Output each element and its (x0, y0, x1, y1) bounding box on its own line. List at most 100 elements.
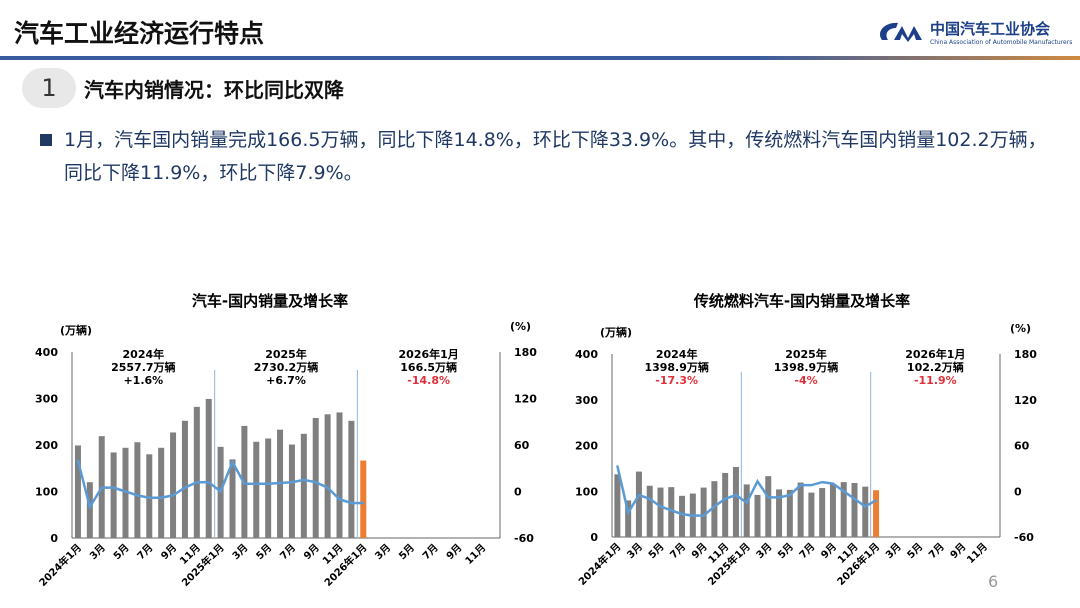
sales-bar (193, 406, 200, 538)
growth-point (136, 494, 139, 497)
x-tick: 3月 (230, 542, 250, 562)
annotation-volume: 1398.9万辆 (644, 360, 708, 374)
growth-point (702, 514, 705, 517)
annotation-growth: -11.9% (914, 374, 957, 387)
growth-point (713, 505, 716, 508)
growth-point (734, 494, 737, 497)
y-tick-right: 120 (514, 393, 537, 406)
page-title: 汽车工业经济运行特点 (14, 19, 265, 48)
x-tick: 7月 (278, 542, 298, 562)
sales-bar (312, 418, 319, 538)
growth-point (778, 496, 781, 499)
sales-bar (776, 489, 783, 537)
sales-bar (657, 487, 664, 537)
growth-point (290, 481, 293, 484)
x-tick: 3月 (625, 541, 645, 561)
growth-point (302, 478, 305, 481)
y-tick-left: 400 (35, 346, 58, 359)
sales-bar (743, 484, 750, 537)
sales-bar (862, 486, 869, 537)
growth-point (76, 459, 79, 462)
annotation-growth: -17.3% (655, 374, 698, 387)
annotation-growth: -14.8% (407, 374, 450, 387)
x-tick: 2024年1月 (576, 540, 624, 588)
annotation-growth: +1.6% (123, 374, 163, 387)
logo-name: 中国汽车工业协会 (930, 20, 1051, 38)
sales-bar (786, 489, 793, 537)
x-tick: 7月 (668, 541, 688, 561)
logo-name-en: China Association of Automobile Manufact… (930, 39, 1073, 46)
x-tick: 3月 (87, 542, 107, 562)
x-tick: 3月 (883, 541, 903, 561)
growth-point (279, 481, 282, 484)
growth-point (681, 513, 684, 516)
y-axis-left-label: (万辆) (600, 325, 632, 339)
bullet-paragraph: 1月，汽车国内销量完成166.5万辆，同比下降14.8%，环比下降33.9%。其… (40, 124, 1050, 190)
sales-bar (122, 447, 129, 538)
sales-bar (300, 433, 307, 538)
y-axis-left-label: (万辆) (60, 323, 92, 337)
growth-point (637, 494, 640, 497)
logo: 中国汽车工业协会 China Association of Automobile… (876, 18, 1072, 46)
x-tick: 5月 (905, 541, 925, 561)
x-tick: 5月 (646, 541, 666, 561)
sales-bar (625, 500, 632, 537)
y-tick-left: 100 (35, 486, 58, 499)
growth-point (160, 496, 163, 499)
cam-logo-icon (879, 22, 922, 42)
y-tick-right: 0 (1014, 485, 1022, 498)
sales-bar (614, 474, 621, 537)
growth-point (670, 509, 673, 512)
square-bullet-icon (40, 134, 52, 146)
sales-bar (873, 490, 880, 537)
annotation-period: 2025年 (785, 347, 827, 361)
x-tick: 11月 (965, 541, 990, 566)
growth-point (864, 505, 867, 508)
x-tick: 7月 (926, 541, 946, 561)
growth-point (112, 486, 115, 489)
growth-point (124, 490, 127, 493)
x-tick: 9月 (444, 542, 464, 562)
growth-point (350, 502, 353, 505)
growth-point (724, 497, 727, 500)
sales-bar (635, 471, 642, 537)
chart-title: 传统燃料汽车-国内销量及增长率 (693, 292, 910, 310)
growth-point (875, 499, 878, 502)
growth-point (314, 481, 317, 484)
growth-point (183, 486, 186, 489)
sales-bar (797, 482, 804, 537)
growth-point (195, 481, 198, 484)
sales-bar (360, 460, 367, 538)
y-tick-left: 300 (35, 393, 58, 406)
sales-bar (754, 494, 761, 537)
sales-bar (668, 487, 675, 537)
x-tick: 3月 (373, 542, 393, 562)
y-tick-right: 180 (514, 346, 537, 359)
sales-bar (700, 487, 707, 537)
growth-point (691, 514, 694, 517)
x-tick: 3月 (754, 541, 774, 561)
x-tick: 9月 (301, 542, 321, 562)
growth-point (842, 490, 845, 493)
sales-bar (86, 482, 93, 538)
y-axis-right-label: (%) (1010, 322, 1031, 335)
x-tick: 2024年1月 (36, 541, 84, 589)
y-tick-right: 0 (514, 486, 522, 499)
growth-point (799, 484, 802, 487)
sales-bar (840, 482, 847, 537)
sales-bar (146, 454, 153, 538)
sales-bar (110, 452, 117, 538)
section-title: 汽车内销情况：环比同比双降 (84, 77, 344, 102)
annotation-period: 2025年 (265, 347, 307, 361)
x-tick: 5月 (396, 542, 416, 562)
growth-point (267, 482, 270, 485)
growth-point (172, 494, 175, 497)
x-tick: 5月 (775, 541, 795, 561)
growth-point (659, 505, 662, 508)
section-number: 1 (22, 68, 76, 108)
page-number: 6 (988, 572, 999, 591)
x-tick: 7月 (135, 542, 155, 562)
growth-point (616, 465, 619, 468)
sales-bar (336, 412, 343, 538)
